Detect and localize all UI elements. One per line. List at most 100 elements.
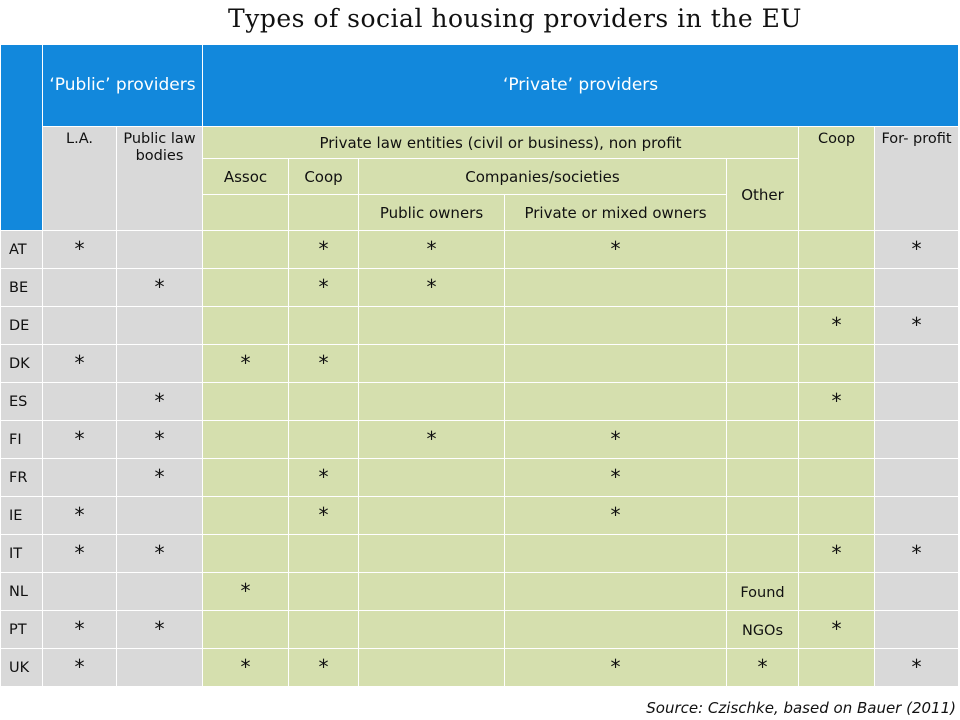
other-header: Other (726, 158, 799, 231)
table-cell: * (873, 534, 960, 573)
table-row: NL * Found (0, 572, 960, 611)
table-cell (726, 306, 799, 345)
country-label: FI (0, 420, 43, 459)
providers-table: ‘Public’ providers ‘Private’ providers L… (0, 44, 960, 687)
table-cell: * (726, 648, 799, 687)
table-cell: * (42, 344, 117, 383)
table-cell (116, 306, 203, 345)
asterisk-mark: * (317, 275, 330, 299)
table-cell (116, 230, 203, 269)
table-cell (726, 496, 799, 535)
table-cell: * (42, 496, 117, 535)
table-cell: * (42, 230, 117, 269)
table-cell (726, 420, 799, 459)
asterisk-mark: * (609, 427, 622, 451)
table-row: ES * * (0, 382, 960, 421)
asterisk-mark: * (153, 427, 166, 451)
table-cell: * (504, 496, 727, 535)
table-cell (504, 572, 727, 611)
table-cell (288, 610, 359, 649)
table-cell (798, 344, 875, 383)
table-cell (798, 268, 875, 307)
asterisk-mark: * (317, 465, 330, 489)
asterisk-mark: * (317, 503, 330, 527)
asterisk-mark: * (830, 389, 843, 413)
table-cell (202, 230, 289, 269)
cell-text: Found (740, 584, 785, 601)
table-cell (202, 496, 289, 535)
table-cell (726, 382, 799, 421)
table-cell: * (798, 306, 875, 345)
table-cell (42, 382, 117, 421)
asterisk-mark: * (239, 579, 252, 603)
table-cell (202, 268, 289, 307)
table-cell (873, 382, 960, 421)
table-cell: * (798, 534, 875, 573)
asterisk-mark: * (317, 655, 330, 679)
assoc-header: Assoc (202, 158, 289, 195)
table-cell (202, 534, 289, 573)
table-cell (504, 268, 727, 307)
table-cell (116, 496, 203, 535)
table-cell (288, 420, 359, 459)
table-cell (358, 496, 505, 535)
coop-header: Coop (288, 158, 359, 195)
table-cell (873, 572, 960, 611)
country-label: NL (0, 572, 43, 611)
table-cell (504, 610, 727, 649)
table-cell: * (116, 420, 203, 459)
table-cell (358, 344, 505, 383)
table-cell (42, 268, 117, 307)
asterisk-mark: * (153, 275, 166, 299)
asterisk-mark: * (609, 465, 622, 489)
asterisk-mark: * (73, 655, 86, 679)
table-row: AT * * * * * (0, 230, 960, 269)
country-label: IE (0, 496, 43, 535)
table-cell: * (42, 420, 117, 459)
table-cell (798, 648, 875, 687)
asterisk-mark: * (910, 313, 923, 337)
table-cell (873, 344, 960, 383)
table-cell (873, 268, 960, 307)
table-cell: * (358, 230, 505, 269)
table-cell: * (116, 382, 203, 421)
table-cell (42, 306, 117, 345)
public-owners-header: Public owners (358, 194, 505, 231)
table-cell (726, 534, 799, 573)
public-providers-header: ‘Public’ providers (42, 44, 203, 127)
la-header: L.A. (42, 126, 117, 231)
country-label: PT (0, 610, 43, 649)
asterisk-mark: * (910, 655, 923, 679)
table-cell: * (873, 230, 960, 269)
table-cell: * (873, 306, 960, 345)
table-cell (873, 496, 960, 535)
table-cell (358, 572, 505, 611)
asterisk-mark: * (239, 351, 252, 375)
asterisk-mark: * (73, 351, 86, 375)
private-providers-header: ‘Private’ providers (201, 44, 960, 127)
table-cell (798, 420, 875, 459)
country-label: ES (0, 382, 43, 421)
table-row: FR * * * (0, 458, 960, 497)
asterisk-mark: * (153, 465, 166, 489)
table-cell (202, 610, 289, 649)
table-cell: * (504, 420, 727, 459)
table-cell: * (288, 344, 359, 383)
table-cell: * (504, 458, 727, 497)
source-note: Source: Czischke, based on Bauer (2011) (646, 699, 956, 717)
table-row: FI * * * * (0, 420, 960, 459)
table-cell (202, 458, 289, 497)
table-cell (42, 458, 117, 497)
asterisk-mark: * (317, 351, 330, 375)
asterisk-mark: * (609, 237, 622, 261)
asterisk-mark: * (830, 541, 843, 565)
table-cell (873, 420, 960, 459)
table-cell: * (116, 268, 203, 307)
table-cell (358, 306, 505, 345)
table-cell (288, 306, 359, 345)
table-cell (726, 344, 799, 383)
asterisk-mark: * (756, 655, 769, 679)
table-cell (798, 572, 875, 611)
table-cell (116, 572, 203, 611)
country-label: DK (0, 344, 43, 383)
